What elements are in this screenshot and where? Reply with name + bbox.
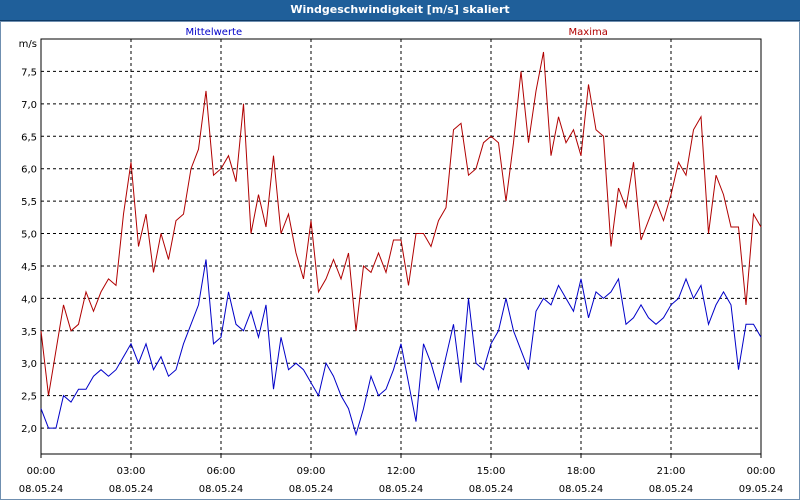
legend-mittelwerte: Mittelwerte — [185, 27, 242, 38]
x-tick-date: 08.05.24 — [199, 484, 244, 495]
x-tick-time: 12:00 — [387, 466, 416, 477]
y-tick-label: 5,5 — [21, 197, 37, 208]
y-tick-label: 4,0 — [21, 294, 37, 305]
series-line-maxima — [40, 51, 762, 396]
x-tick-time: 03:00 — [117, 466, 146, 477]
chart-frame: 2,0 2,5 3,0 3,5 4,0 4,5 5,0 5,5 6,0 6,5 7,0 7,5 00:0… — [0, 21, 800, 500]
x-tick-date: 08.05.24 — [109, 484, 154, 495]
plot-background — [41, 39, 761, 454]
x-tick-date: 08.05.24 — [559, 484, 604, 495]
x-tick-time: 00:00 — [27, 466, 56, 477]
axes — [40, 38, 762, 458]
y-tick-label: 7,5 — [21, 67, 37, 78]
x-tick-date: 08.05.24 — [289, 484, 334, 495]
series-lines — [40, 51, 762, 437]
y-tick-label: 3,0 — [21, 359, 37, 370]
series-line-mittelwerte — [40, 259, 762, 437]
y-axis-label: m/s — [19, 39, 37, 50]
x-tick-date: 08.05.24 — [19, 484, 64, 495]
labels: 2,0 2,5 3,0 3,5 4,0 4,5 5,0 5,5 6,0 6,5 7,0 7,5 00:0… — [19, 27, 784, 495]
x-tick-time: 15:00 — [477, 466, 506, 477]
chart-svg: 2,0 2,5 3,0 3,5 4,0 4,5 5,0 5,5 6,0 6,5 7,0 7,5 00:0… — [19, 27, 784, 495]
y-tick-label: 2,0 — [21, 424, 37, 435]
plot-border — [40, 38, 762, 455]
y-tick-label: 6,5 — [21, 132, 37, 143]
y-tick-label: 4,5 — [21, 262, 37, 273]
x-tick-date: 08.05.24 — [379, 484, 424, 495]
x-tick-date: 09.05.24 — [739, 484, 784, 495]
x-tick-time: 21:00 — [657, 466, 686, 477]
y-tick-label: 5,0 — [21, 230, 37, 241]
x-tick-date: 08.05.24 — [649, 484, 694, 495]
y-tick-label: 2,5 — [21, 392, 37, 403]
window-title: Windgeschwindigkeit [m/s] skaliert — [0, 0, 800, 21]
x-tick-time: 09:00 — [297, 466, 326, 477]
gridlines — [41, 39, 761, 454]
x-tick-date: 08.05.24 — [469, 484, 514, 495]
y-tick-label: 6,0 — [21, 165, 37, 176]
x-tick-time: 06:00 — [207, 466, 236, 477]
x-tick-time: 00:00 — [747, 466, 776, 477]
y-tick-label: 7,0 — [21, 100, 37, 111]
x-tick-time: 18:00 — [567, 466, 596, 477]
legend-maxima: Maxima — [569, 27, 608, 38]
y-tick-label: 3,5 — [21, 327, 37, 338]
